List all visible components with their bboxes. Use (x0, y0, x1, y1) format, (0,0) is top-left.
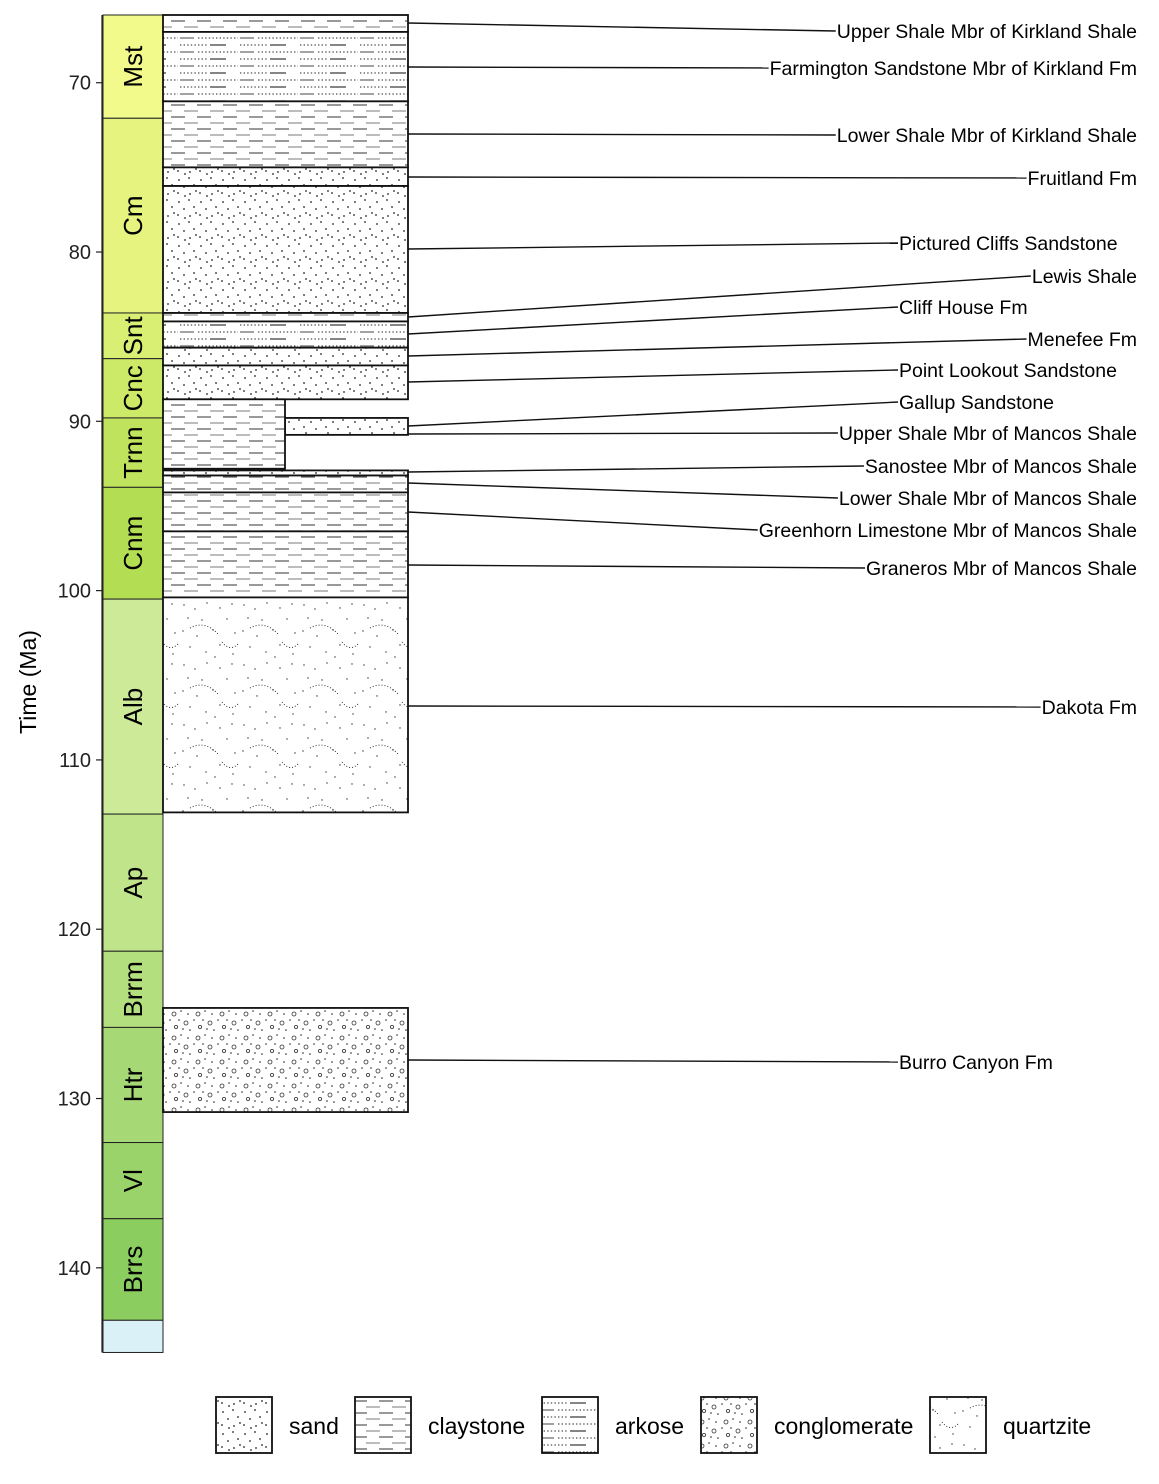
leader-line (407, 482, 838, 499)
unit-box (162, 530, 409, 599)
leader-line (407, 242, 899, 250)
stage-label: Trnn (118, 426, 148, 479)
unit-box (162, 312, 409, 323)
leader-line (407, 432, 838, 435)
stage-box (102, 312, 164, 360)
unit-box (162, 185, 409, 314)
stage-column: Mst Cm Snt Cnc Trnn Cnm Alb Ap Brrm Htr Vl Brrs (102, 14, 164, 1353)
unit-label: Gallup Sandstone (899, 392, 1054, 414)
unit-label: Farmington Sandstone Mbr of Kirkland Fm (770, 58, 1137, 80)
leader-line (407, 306, 899, 335)
stage-label: Cnc (118, 365, 148, 411)
unit-label: Greenhorn Limestone Mbr of Mancos Shale (759, 520, 1137, 542)
legend-swatch (354, 1396, 412, 1454)
legend: sand claystone arkose conglomerate quartzite (215, 1396, 1091, 1454)
leader-line (407, 705, 1041, 708)
unit-label: Fruitland Fm (1028, 168, 1137, 190)
unit-label: Menefee Fm (1028, 329, 1137, 351)
unit-label: Lewis Shale (1032, 266, 1137, 288)
unit-label: Sanostee Mbr of Mancos Shale (865, 456, 1137, 478)
unit-box (162, 31, 409, 103)
unit-label: Upper Shale Mbr of Kirkland Shale (837, 21, 1137, 43)
leader-line (407, 564, 866, 569)
stage-label: Cm (118, 195, 148, 235)
stage-box (102, 486, 164, 600)
unit-label: Cliff House Fm (899, 297, 1028, 319)
stage-label: Brrs (118, 1246, 148, 1294)
stage-box (102, 1218, 164, 1321)
y-tick-label: 120 (58, 919, 91, 941)
stage-label: Cnm (118, 516, 148, 571)
unit-label: Graneros Mbr of Mancos Shale (866, 558, 1137, 580)
unit-label: Burro Canyon Fm (899, 1052, 1053, 1074)
stage-label: Snt (118, 316, 148, 356)
unit-box (162, 596, 409, 814)
leader-line (407, 1059, 899, 1063)
legend-swatch (700, 1396, 758, 1454)
unit-box (162, 100, 409, 169)
unit-label: Point Lookout Sandstone (899, 360, 1117, 382)
unit-box (162, 398, 286, 470)
leader-line (407, 66, 769, 69)
lithology-column (162, 14, 409, 1113)
unit-box (162, 491, 409, 533)
stage-box (102, 1026, 164, 1144)
leader-line (407, 511, 758, 531)
stage-label: Mst (118, 45, 148, 88)
y-tick-label: 140 (58, 1258, 91, 1280)
stage-box (102, 14, 164, 119)
unit-box (162, 14, 409, 33)
leader-line (407, 275, 1031, 318)
legend-label: quartzite (1003, 1413, 1091, 1439)
unit-box (162, 474, 409, 494)
y-tick-label: 80 (69, 242, 91, 264)
leader-line (407, 338, 1027, 357)
y-axis: 70 80 90 100 110 120 130 140 (58, 15, 103, 1353)
y-tick-label: 130 (58, 1089, 91, 1111)
leader-line (407, 22, 836, 32)
stage-label: Brrm (118, 961, 148, 1017)
y-axis-title: Time (Ma) (15, 630, 41, 734)
legend-label: conglomerate (774, 1413, 913, 1439)
stage-box (102, 117, 164, 314)
unit-label: Lower Shale Mbr of Mancos Shale (839, 488, 1137, 510)
y-tick-label: 90 (69, 411, 91, 433)
unit-label: Dakota Fm (1042, 697, 1137, 719)
stage-label: Ap (118, 867, 148, 899)
stage-label: Alb (118, 688, 148, 726)
unit-box (162, 166, 409, 187)
unit-labels: Upper Shale Mbr of Kirkland Shale Farming… (759, 21, 1137, 1074)
unit-box (162, 1007, 409, 1113)
unit-label: Lower Shale Mbr of Kirkland Shale (837, 125, 1137, 147)
stage-box (102, 813, 164, 952)
y-tick-label: 70 (69, 73, 91, 95)
unit-label: Pictured Cliffs Sandstone (899, 233, 1118, 255)
legend-swatch (929, 1396, 987, 1454)
unit-box (162, 346, 409, 367)
leader-line (407, 465, 864, 473)
unit-box (162, 320, 409, 349)
stage-label: Vl (118, 1169, 148, 1192)
y-tick-label: 110 (59, 750, 91, 772)
leader-line (407, 133, 836, 136)
leader-lines (407, 22, 1041, 1063)
unit-box (284, 417, 409, 436)
leader-line (407, 369, 899, 383)
leader-line (407, 176, 1027, 179)
legend-label: claystone (428, 1413, 525, 1439)
unit-box (162, 364, 409, 401)
stage-box (102, 1319, 164, 1353)
stage-label: Htr (118, 1067, 148, 1102)
legend-label: arkose (615, 1413, 684, 1439)
stage-box (102, 1142, 164, 1220)
leader-line (407, 401, 899, 427)
y-tick-label: 100 (58, 581, 91, 603)
legend-swatch (215, 1396, 273, 1454)
legend-label: sand (289, 1413, 339, 1439)
unit-label: Upper Shale Mbr of Mancos Shale (839, 423, 1137, 445)
legend-swatch (541, 1396, 599, 1454)
